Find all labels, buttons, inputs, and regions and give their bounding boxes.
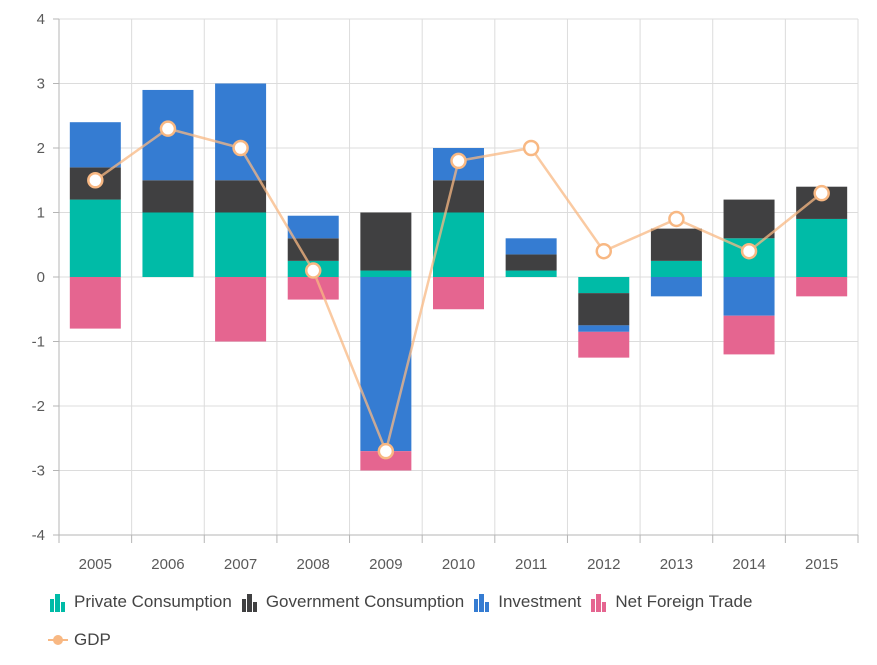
x-tick-label: 2007 bbox=[224, 556, 257, 573]
bar-segment[interactable] bbox=[650, 277, 702, 297]
bar-segment[interactable] bbox=[215, 180, 267, 213]
y-tick-label: 4 bbox=[37, 11, 45, 28]
bars bbox=[69, 83, 848, 471]
legend-item-gdp[interactable]: GDP bbox=[48, 630, 111, 650]
gdp-point[interactable] bbox=[740, 242, 758, 260]
chart: -4 -3 -2 -1 0 1 2 3 4 2005 2006 2007 2008 2009 2010 201… bbox=[32, 11, 859, 573]
gdp-point[interactable] bbox=[595, 242, 613, 260]
bar-chart-icon bbox=[50, 594, 65, 612]
bar-segment[interactable] bbox=[69, 277, 121, 329]
bar-segment[interactable] bbox=[723, 277, 775, 316]
gdp-point[interactable] bbox=[813, 184, 830, 202]
bar-segment[interactable] bbox=[650, 260, 702, 277]
bar-segment[interactable] bbox=[505, 238, 557, 255]
bar-segment[interactable] bbox=[578, 277, 630, 294]
y-tick-label: -3 bbox=[32, 463, 45, 480]
bar-segment[interactable] bbox=[578, 325, 630, 332]
y-tick-label: 1 bbox=[37, 205, 45, 222]
x-tick-label: 2009 bbox=[369, 556, 402, 573]
y-tick-label: -2 bbox=[32, 398, 45, 415]
legend-label: Investment bbox=[498, 592, 582, 611]
bar-segment[interactable] bbox=[505, 254, 557, 271]
gdp-point[interactable] bbox=[450, 152, 467, 170]
x-tick-label: 2012 bbox=[587, 556, 620, 573]
bar-segment[interactable] bbox=[723, 199, 775, 239]
bar-segment[interactable] bbox=[796, 218, 848, 277]
bar-segment[interactable] bbox=[69, 122, 121, 168]
bar-chart-icon bbox=[591, 594, 607, 612]
y-tick-label: 2 bbox=[37, 140, 45, 157]
bar-segment[interactable] bbox=[360, 277, 412, 452]
legend-item-investment[interactable]: Investment bbox=[472, 592, 581, 612]
bar-segment[interactable] bbox=[433, 212, 484, 278]
legend-label: Government Consumption bbox=[265, 592, 465, 611]
gdp-point[interactable] bbox=[87, 172, 104, 189]
gdp-point[interactable] bbox=[668, 210, 685, 228]
gdp-point[interactable] bbox=[232, 139, 249, 157]
bar-segment[interactable] bbox=[69, 199, 121, 277]
bar-segment[interactable] bbox=[287, 277, 339, 300]
bar-segment[interactable] bbox=[505, 270, 557, 277]
bar-segment[interactable] bbox=[142, 180, 194, 213]
bar-segment[interactable] bbox=[215, 212, 267, 278]
x-tick-label: 2015 bbox=[805, 556, 838, 573]
x-tick-label: 2005 bbox=[79, 556, 112, 573]
bar-segment[interactable] bbox=[433, 180, 484, 213]
bar-segment[interactable] bbox=[287, 238, 339, 261]
bar-segment[interactable] bbox=[142, 212, 194, 278]
bar-segment[interactable] bbox=[360, 212, 412, 271]
line-marker-icon bbox=[48, 635, 68, 645]
bar-segment[interactable] bbox=[360, 270, 412, 277]
bar-segment[interactable] bbox=[723, 315, 775, 355]
bar-segment[interactable] bbox=[215, 277, 267, 342]
x-tick-label: 2014 bbox=[732, 556, 765, 573]
gdp-point[interactable] bbox=[304, 262, 322, 279]
legend-item-net-foreign-trade[interactable]: Net Foreign Trade bbox=[589, 592, 752, 612]
x-tick-label: 2011 bbox=[515, 556, 547, 573]
legend-label: Net Foreign Trade bbox=[615, 592, 753, 611]
legend: Private Consumption Government Consumpti… bbox=[48, 588, 868, 664]
y-tick-label: 3 bbox=[37, 76, 45, 93]
bar-segment[interactable] bbox=[287, 215, 339, 239]
legend-row-1: Private Consumption Government Consumpti… bbox=[48, 588, 868, 616]
gdp-point[interactable] bbox=[522, 139, 540, 157]
y-tick-label: 0 bbox=[37, 269, 45, 286]
x-tick-label: 2008 bbox=[297, 556, 330, 573]
bar-segment[interactable] bbox=[433, 277, 484, 310]
gdp-point[interactable] bbox=[159, 120, 177, 137]
axes: -4 -3 -2 -1 0 1 2 3 4 2005 2006 2007 2008 2009 2010 201… bbox=[32, 11, 859, 573]
legend-label: Private Consumption bbox=[74, 592, 232, 611]
y-tick-label: -4 bbox=[32, 527, 45, 544]
bar-segment[interactable] bbox=[650, 228, 702, 261]
legend-row-2: GDP bbox=[48, 626, 868, 654]
legend-item-private-consumption[interactable]: Private Consumption bbox=[48, 592, 232, 612]
gdp-line-group bbox=[87, 120, 830, 460]
bar-segment[interactable] bbox=[796, 277, 848, 297]
y-tick-label: -1 bbox=[32, 334, 45, 351]
bar-segment[interactable] bbox=[578, 293, 630, 326]
legend-item-government-consumption[interactable]: Government Consumption bbox=[240, 592, 464, 612]
x-tick-label: 2006 bbox=[151, 556, 184, 573]
bar-segment[interactable] bbox=[215, 83, 267, 181]
bar-chart-icon bbox=[474, 594, 490, 612]
bar-chart-icon bbox=[241, 594, 257, 612]
x-tick-label: 2010 bbox=[442, 556, 475, 573]
bar-segment[interactable] bbox=[360, 451, 412, 471]
bar-segment[interactable] bbox=[578, 331, 630, 358]
legend-label: GDP bbox=[74, 630, 111, 649]
x-tick-label: 2013 bbox=[660, 556, 693, 573]
gdp-point[interactable] bbox=[377, 442, 395, 460]
